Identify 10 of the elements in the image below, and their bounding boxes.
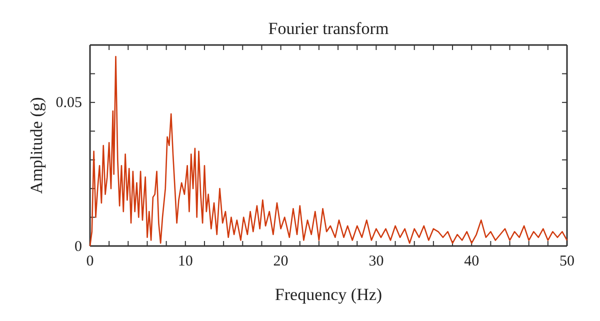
x-tick-label: 20 xyxy=(273,254,288,270)
x-tick-label: 10 xyxy=(178,254,193,270)
x-tick-label: 40 xyxy=(464,254,480,270)
x-tick-label: 30 xyxy=(368,254,384,270)
chart-title: Fourier transform xyxy=(268,19,389,38)
y-axis-title: Amplitude (g) xyxy=(27,97,46,194)
x-tick-label: 0 xyxy=(86,254,94,270)
x-axis-title: Frequency (Hz) xyxy=(274,285,382,304)
y-tick-label: 0.05 xyxy=(56,95,82,112)
x-tick-label: 50 xyxy=(560,254,574,270)
